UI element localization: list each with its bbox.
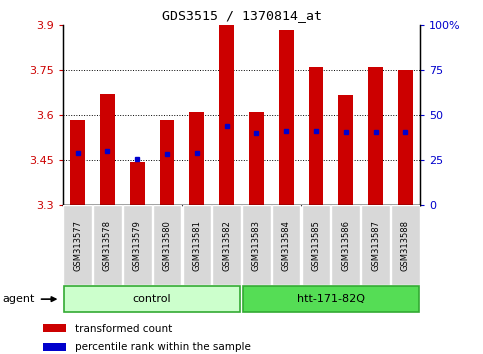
- Text: GSM313588: GSM313588: [401, 219, 410, 271]
- Bar: [249, 112, 264, 205]
- Text: GSM313581: GSM313581: [192, 220, 201, 270]
- Text: GSM313582: GSM313582: [222, 220, 231, 270]
- FancyBboxPatch shape: [93, 205, 122, 285]
- FancyBboxPatch shape: [302, 205, 330, 285]
- Bar: [100, 94, 115, 205]
- Text: transformed count: transformed count: [75, 324, 172, 334]
- Bar: [43, 324, 66, 332]
- FancyBboxPatch shape: [361, 205, 390, 285]
- FancyBboxPatch shape: [272, 205, 300, 285]
- FancyBboxPatch shape: [183, 205, 211, 285]
- FancyBboxPatch shape: [64, 286, 240, 312]
- Text: GSM313579: GSM313579: [133, 220, 142, 270]
- Text: GSM313584: GSM313584: [282, 220, 291, 270]
- Text: htt-171-82Q: htt-171-82Q: [297, 294, 365, 304]
- FancyBboxPatch shape: [391, 205, 420, 285]
- Text: GSM313587: GSM313587: [371, 219, 380, 271]
- Text: GSM313586: GSM313586: [341, 219, 350, 271]
- Bar: [189, 112, 204, 205]
- Text: percentile rank within the sample: percentile rank within the sample: [75, 342, 251, 352]
- Bar: [130, 162, 145, 205]
- Text: GSM313577: GSM313577: [73, 219, 82, 271]
- Bar: [279, 30, 294, 205]
- Text: agent: agent: [2, 294, 35, 304]
- Bar: [219, 25, 234, 205]
- FancyBboxPatch shape: [153, 205, 181, 285]
- FancyBboxPatch shape: [123, 205, 152, 285]
- Bar: [43, 343, 66, 351]
- Text: GSM313585: GSM313585: [312, 220, 320, 270]
- Text: GDS3515 / 1370814_at: GDS3515 / 1370814_at: [161, 9, 322, 22]
- Text: GSM313583: GSM313583: [252, 219, 261, 271]
- Text: GSM313578: GSM313578: [103, 219, 112, 271]
- Bar: [338, 96, 353, 205]
- FancyBboxPatch shape: [213, 205, 241, 285]
- Bar: [398, 70, 413, 205]
- Bar: [368, 67, 383, 205]
- FancyBboxPatch shape: [331, 205, 360, 285]
- Text: control: control: [133, 294, 171, 304]
- FancyBboxPatch shape: [242, 205, 270, 285]
- Bar: [309, 67, 324, 205]
- Bar: [159, 120, 174, 205]
- Text: GSM313580: GSM313580: [163, 220, 171, 270]
- Bar: [70, 120, 85, 205]
- FancyBboxPatch shape: [63, 205, 92, 285]
- FancyBboxPatch shape: [243, 286, 419, 312]
